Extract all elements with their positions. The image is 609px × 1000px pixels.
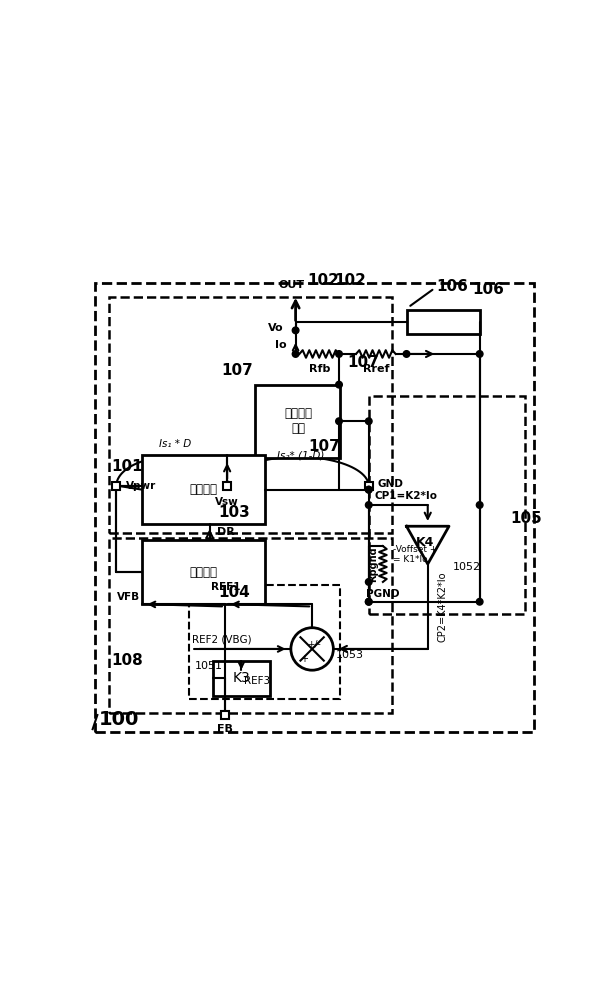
Circle shape bbox=[365, 579, 372, 585]
Text: 107: 107 bbox=[348, 355, 379, 370]
Bar bbox=[143, 455, 265, 524]
Text: CP2=K4*K2*Io: CP2=K4*K2*Io bbox=[437, 571, 447, 642]
Text: 106: 106 bbox=[437, 279, 468, 294]
Circle shape bbox=[365, 486, 372, 493]
Text: K4: K4 bbox=[416, 536, 435, 549]
Text: 105: 105 bbox=[510, 511, 542, 526]
Circle shape bbox=[476, 598, 483, 605]
Circle shape bbox=[403, 351, 410, 357]
Text: 开关单元: 开关单元 bbox=[189, 483, 217, 496]
Text: Io: Io bbox=[275, 340, 287, 350]
Text: 102: 102 bbox=[308, 273, 339, 288]
Bar bbox=[224, 482, 231, 490]
Text: Vsw: Vsw bbox=[216, 497, 239, 507]
Bar bbox=[407, 310, 480, 334]
Text: Is₂* (1-D): Is₂* (1-D) bbox=[276, 450, 324, 460]
Text: 1052: 1052 bbox=[452, 562, 481, 572]
Text: VFB: VFB bbox=[117, 592, 140, 602]
Text: Rref: Rref bbox=[362, 364, 389, 374]
Bar bbox=[109, 538, 392, 713]
Circle shape bbox=[365, 418, 372, 425]
Text: +/-: +/- bbox=[307, 640, 321, 649]
Circle shape bbox=[365, 486, 372, 493]
Circle shape bbox=[365, 598, 372, 605]
Bar bbox=[213, 661, 270, 696]
Text: 108: 108 bbox=[111, 653, 143, 668]
Bar bbox=[189, 585, 340, 699]
Text: 107: 107 bbox=[308, 439, 340, 454]
Circle shape bbox=[292, 327, 299, 334]
Text: -Voffset +
= K1*Io: -Voffset + = K1*Io bbox=[393, 545, 438, 564]
Circle shape bbox=[336, 381, 342, 388]
Circle shape bbox=[336, 418, 342, 425]
Bar bbox=[143, 540, 265, 604]
Circle shape bbox=[476, 351, 483, 357]
Text: CP1=K2*Io: CP1=K2*Io bbox=[375, 491, 437, 501]
Text: Vo: Vo bbox=[268, 323, 284, 333]
Bar bbox=[109, 297, 392, 533]
Text: 控制单元: 控制单元 bbox=[189, 566, 217, 579]
Text: DR: DR bbox=[217, 527, 234, 537]
Bar bbox=[369, 396, 524, 614]
Text: PGND: PGND bbox=[366, 589, 400, 599]
Text: FB: FB bbox=[217, 724, 233, 734]
Text: Is₁ * D: Is₁ * D bbox=[159, 439, 191, 449]
Text: K3: K3 bbox=[233, 671, 250, 685]
Text: GND: GND bbox=[377, 479, 403, 489]
Circle shape bbox=[336, 351, 342, 357]
Text: REF2 (VBG): REF2 (VBG) bbox=[192, 634, 252, 644]
Text: Rpgnd: Rpgnd bbox=[368, 546, 378, 582]
Text: 1051: 1051 bbox=[195, 661, 223, 671]
Text: 输出滤波
单元: 输出滤波 单元 bbox=[284, 407, 312, 435]
Text: 1053: 1053 bbox=[336, 650, 364, 660]
Bar bbox=[221, 711, 228, 719]
Text: Rfb: Rfb bbox=[309, 364, 330, 374]
Text: +: + bbox=[300, 654, 308, 664]
Text: 106: 106 bbox=[473, 282, 504, 297]
Text: Vpwr: Vpwr bbox=[125, 481, 156, 491]
Text: 100: 100 bbox=[99, 710, 139, 729]
Text: 107: 107 bbox=[221, 363, 253, 378]
Text: REF1: REF1 bbox=[211, 582, 241, 592]
Bar bbox=[365, 482, 373, 490]
Circle shape bbox=[291, 628, 333, 670]
Circle shape bbox=[292, 351, 299, 357]
Text: REF3: REF3 bbox=[244, 676, 270, 686]
Text: 103: 103 bbox=[218, 505, 250, 520]
Text: 104: 104 bbox=[218, 585, 250, 600]
Bar bbox=[256, 385, 340, 458]
Text: OUT: OUT bbox=[279, 280, 305, 290]
Circle shape bbox=[476, 502, 483, 508]
Bar bbox=[113, 482, 120, 490]
Circle shape bbox=[365, 502, 372, 508]
Circle shape bbox=[365, 598, 372, 605]
Text: 102: 102 bbox=[335, 273, 367, 288]
Text: 101: 101 bbox=[111, 459, 143, 474]
